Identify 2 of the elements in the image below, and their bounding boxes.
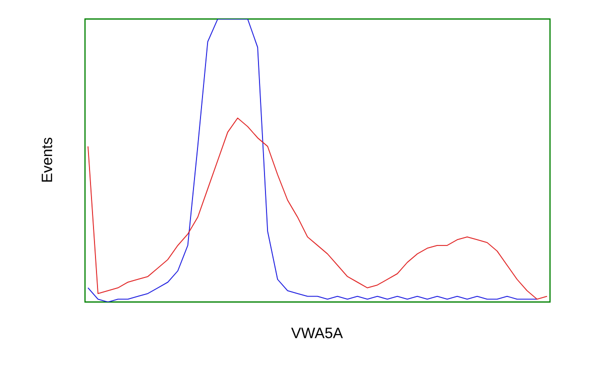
x-axis-title: VWA5A [291,328,343,338]
y-axis-title: Events [42,138,52,182]
